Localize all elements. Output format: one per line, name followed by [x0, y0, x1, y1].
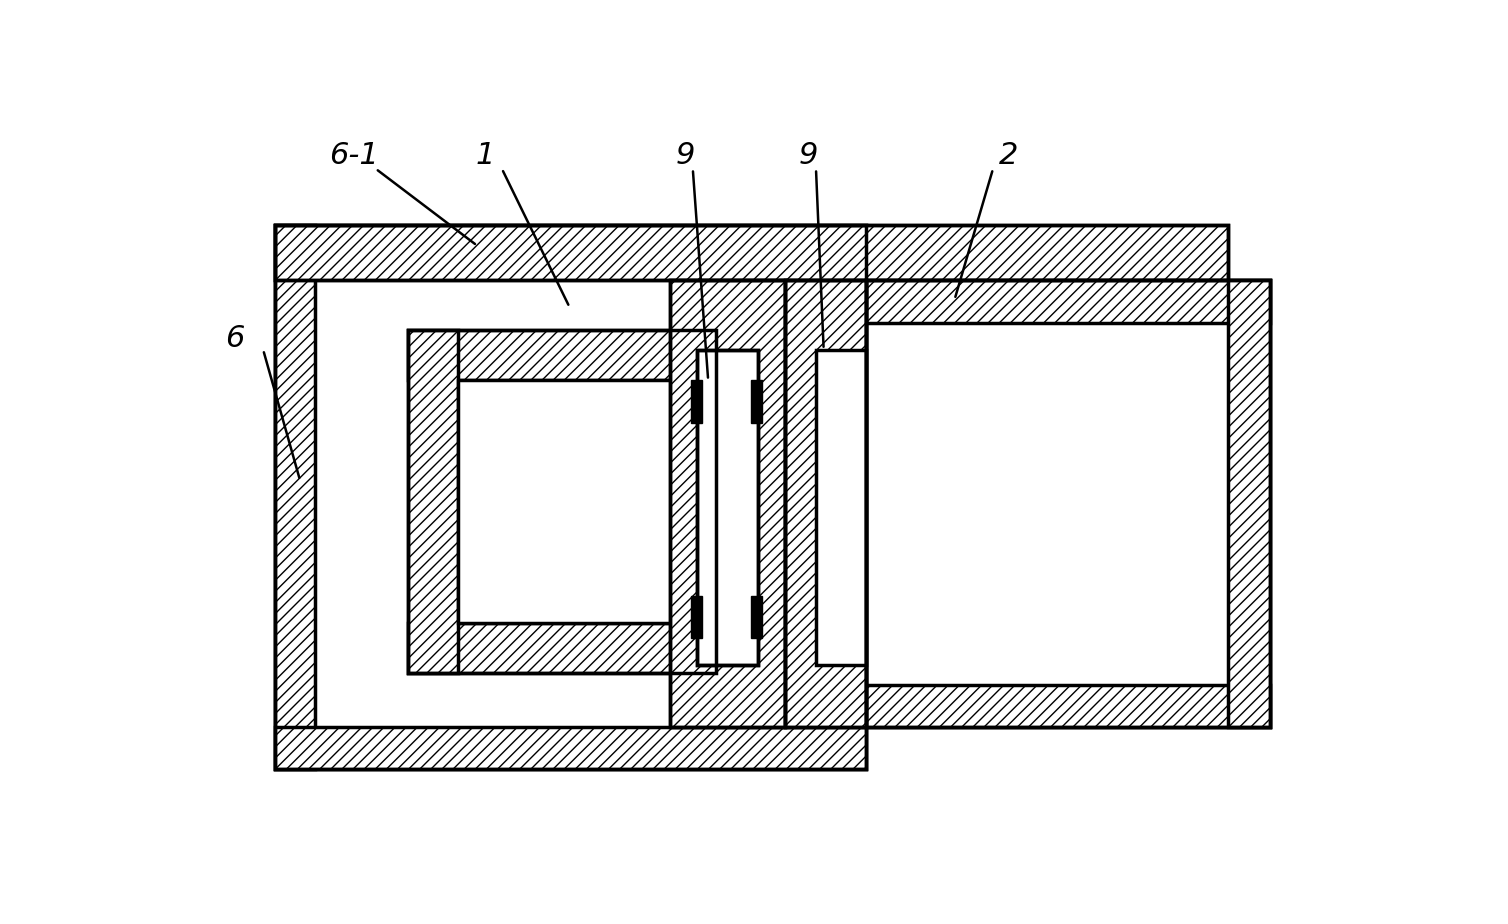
Bar [458, 381, 716, 623]
Bar [670, 280, 786, 727]
Bar [697, 349, 759, 665]
Bar [407, 331, 716, 673]
Bar [407, 331, 458, 673]
Text: 6-1: 6-1 [329, 141, 379, 170]
Bar [691, 381, 703, 423]
Bar [407, 623, 716, 673]
Bar [697, 349, 759, 665]
Bar [816, 349, 866, 665]
Text: 1: 1 [475, 141, 495, 170]
Bar [691, 596, 703, 638]
Bar [670, 280, 786, 727]
Bar [866, 280, 1270, 727]
Bar [866, 280, 1270, 727]
Bar [866, 685, 1270, 727]
Bar [276, 225, 315, 769]
Bar [866, 280, 1270, 322]
Bar [1228, 280, 1270, 727]
Bar [276, 225, 1228, 280]
Bar [786, 280, 866, 727]
Bar [276, 727, 866, 769]
Bar [786, 280, 866, 727]
Bar [751, 381, 762, 423]
Bar [751, 596, 762, 638]
Text: 9: 9 [799, 141, 817, 170]
Bar [407, 331, 716, 381]
Bar [276, 225, 1228, 280]
Text: 6: 6 [225, 323, 244, 353]
Bar [276, 225, 866, 769]
Text: 9: 9 [676, 141, 695, 170]
Bar [276, 225, 866, 769]
Text: 2: 2 [998, 141, 1018, 170]
